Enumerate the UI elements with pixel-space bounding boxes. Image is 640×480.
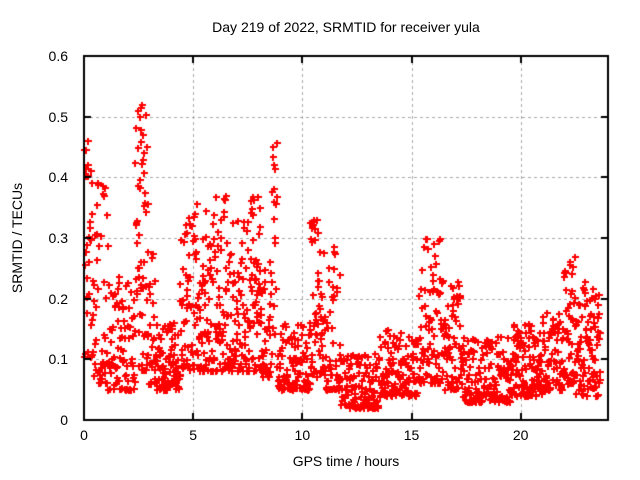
y-tick-label: 0.4 [48,169,68,186]
x-axis-label: GPS time / hours [292,453,400,469]
x-tick-label: 0 [80,427,88,443]
x-tick-label: 10 [294,427,311,443]
y-tick-label: 0.1 [48,351,68,368]
y-tick-label: 0.3 [48,230,68,246]
y-tick-label: 0.6 [48,48,68,64]
y-tick-label: 0 [60,412,68,428]
y-tick-label: 0.2 [48,290,68,307]
x-tick-label: 15 [403,427,420,443]
y-tick-label: 0.5 [48,108,68,125]
x-tick-label: 20 [512,427,529,443]
x-tick-label: 5 [189,427,198,443]
chart-title: Day 219 of 2022, SRMTID for receiver yul… [212,19,480,35]
